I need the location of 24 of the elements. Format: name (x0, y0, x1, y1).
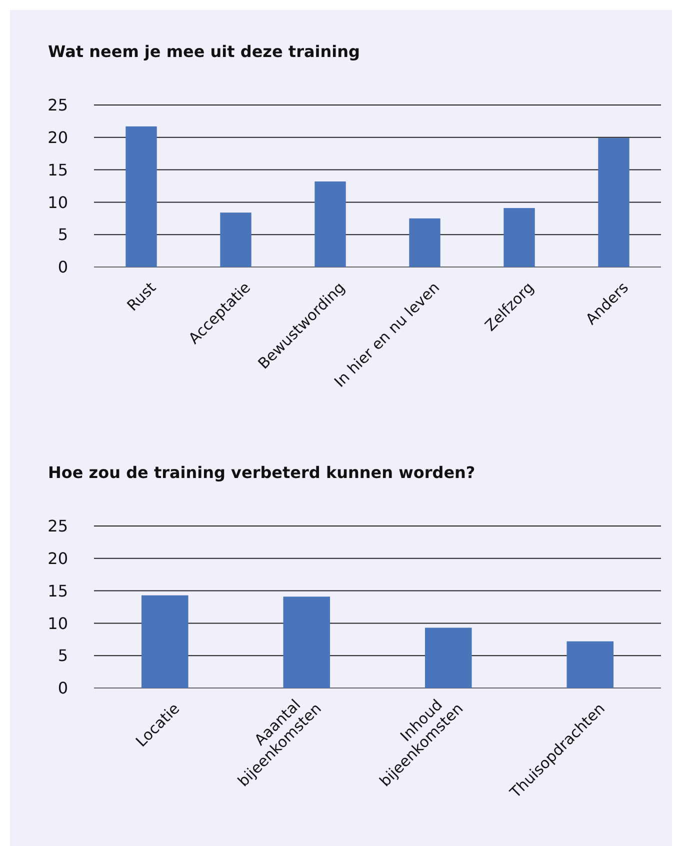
y-tick-label: 5 (58, 225, 68, 244)
y-tick-label: 0 (58, 678, 68, 698)
y-tick-label: 25 (48, 96, 68, 115)
y-tick-label: 0 (58, 258, 68, 277)
bar (409, 218, 440, 267)
y-tick-label: 20 (48, 549, 68, 568)
y-tick-label: 15 (48, 160, 68, 180)
bar (504, 208, 535, 267)
chart-title: Hoe zou de training verbeterd kunnen worden? (48, 463, 476, 482)
bar (141, 595, 188, 688)
y-tick-label: 25 (48, 516, 68, 536)
y-tick-label: 10 (48, 192, 68, 212)
bar (126, 126, 157, 267)
bar (566, 641, 614, 688)
bar (314, 181, 346, 267)
bar (283, 596, 330, 688)
chart-title: Wat neem je mee uit deze training (48, 42, 360, 61)
y-tick-label: 20 (48, 128, 68, 147)
y-tick-label: 10 (48, 614, 68, 633)
bar (598, 138, 630, 267)
y-tick-label: 15 (48, 581, 68, 600)
bar (424, 628, 472, 688)
bar (220, 212, 252, 267)
y-tick-label: 5 (58, 646, 68, 666)
